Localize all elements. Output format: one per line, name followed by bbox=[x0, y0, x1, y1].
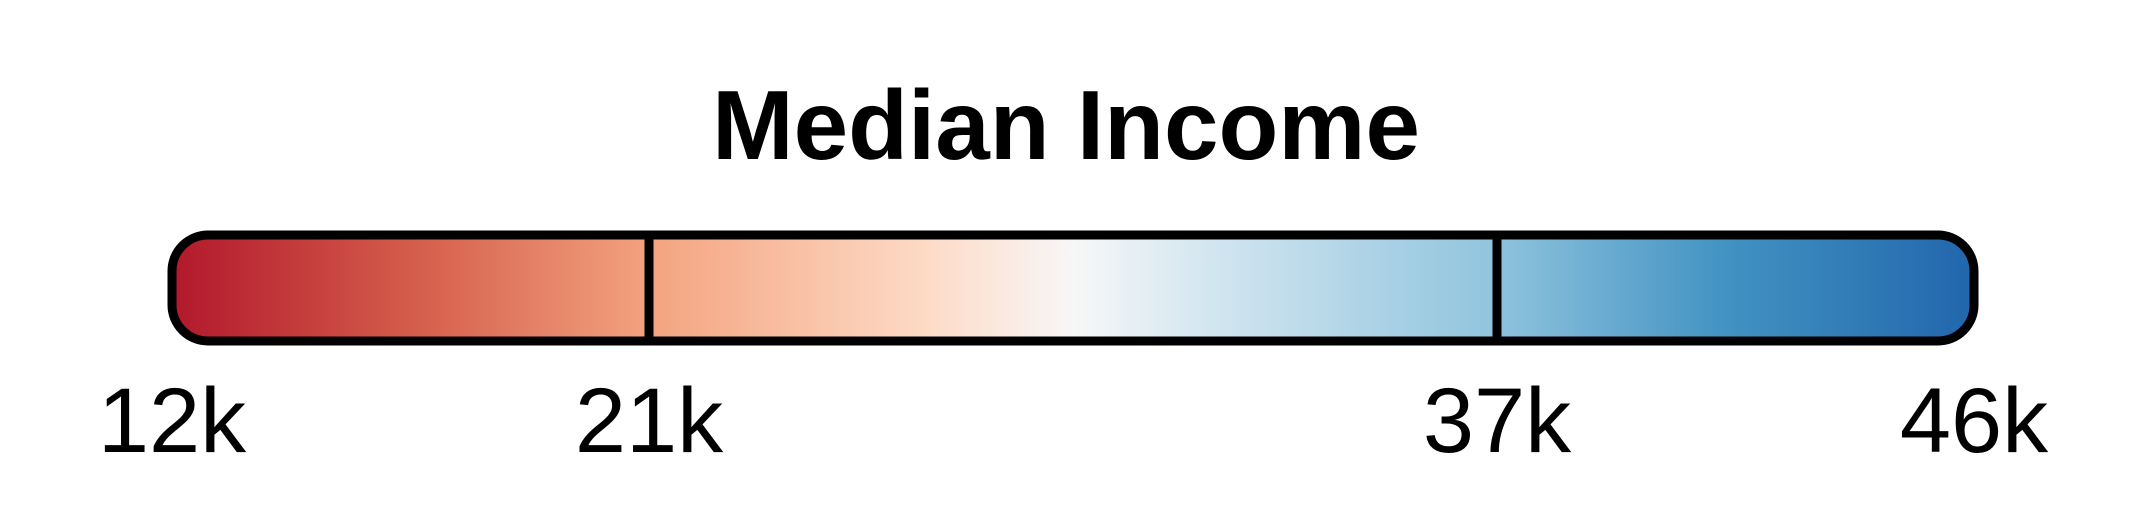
tick-label-37: 37k bbox=[1423, 370, 1572, 472]
tick-label-21: 21k bbox=[575, 370, 724, 472]
tick-labels: 12k 21k 37k 46k bbox=[98, 370, 2049, 472]
legend-title: Median Income bbox=[712, 70, 1420, 180]
tick-label-46: 46k bbox=[1900, 370, 2049, 472]
color-ramp bbox=[167, 230, 1979, 346]
bar-outline bbox=[167, 230, 1979, 346]
tick-label-12: 12k bbox=[98, 370, 247, 472]
gradient-bar bbox=[172, 235, 1974, 341]
